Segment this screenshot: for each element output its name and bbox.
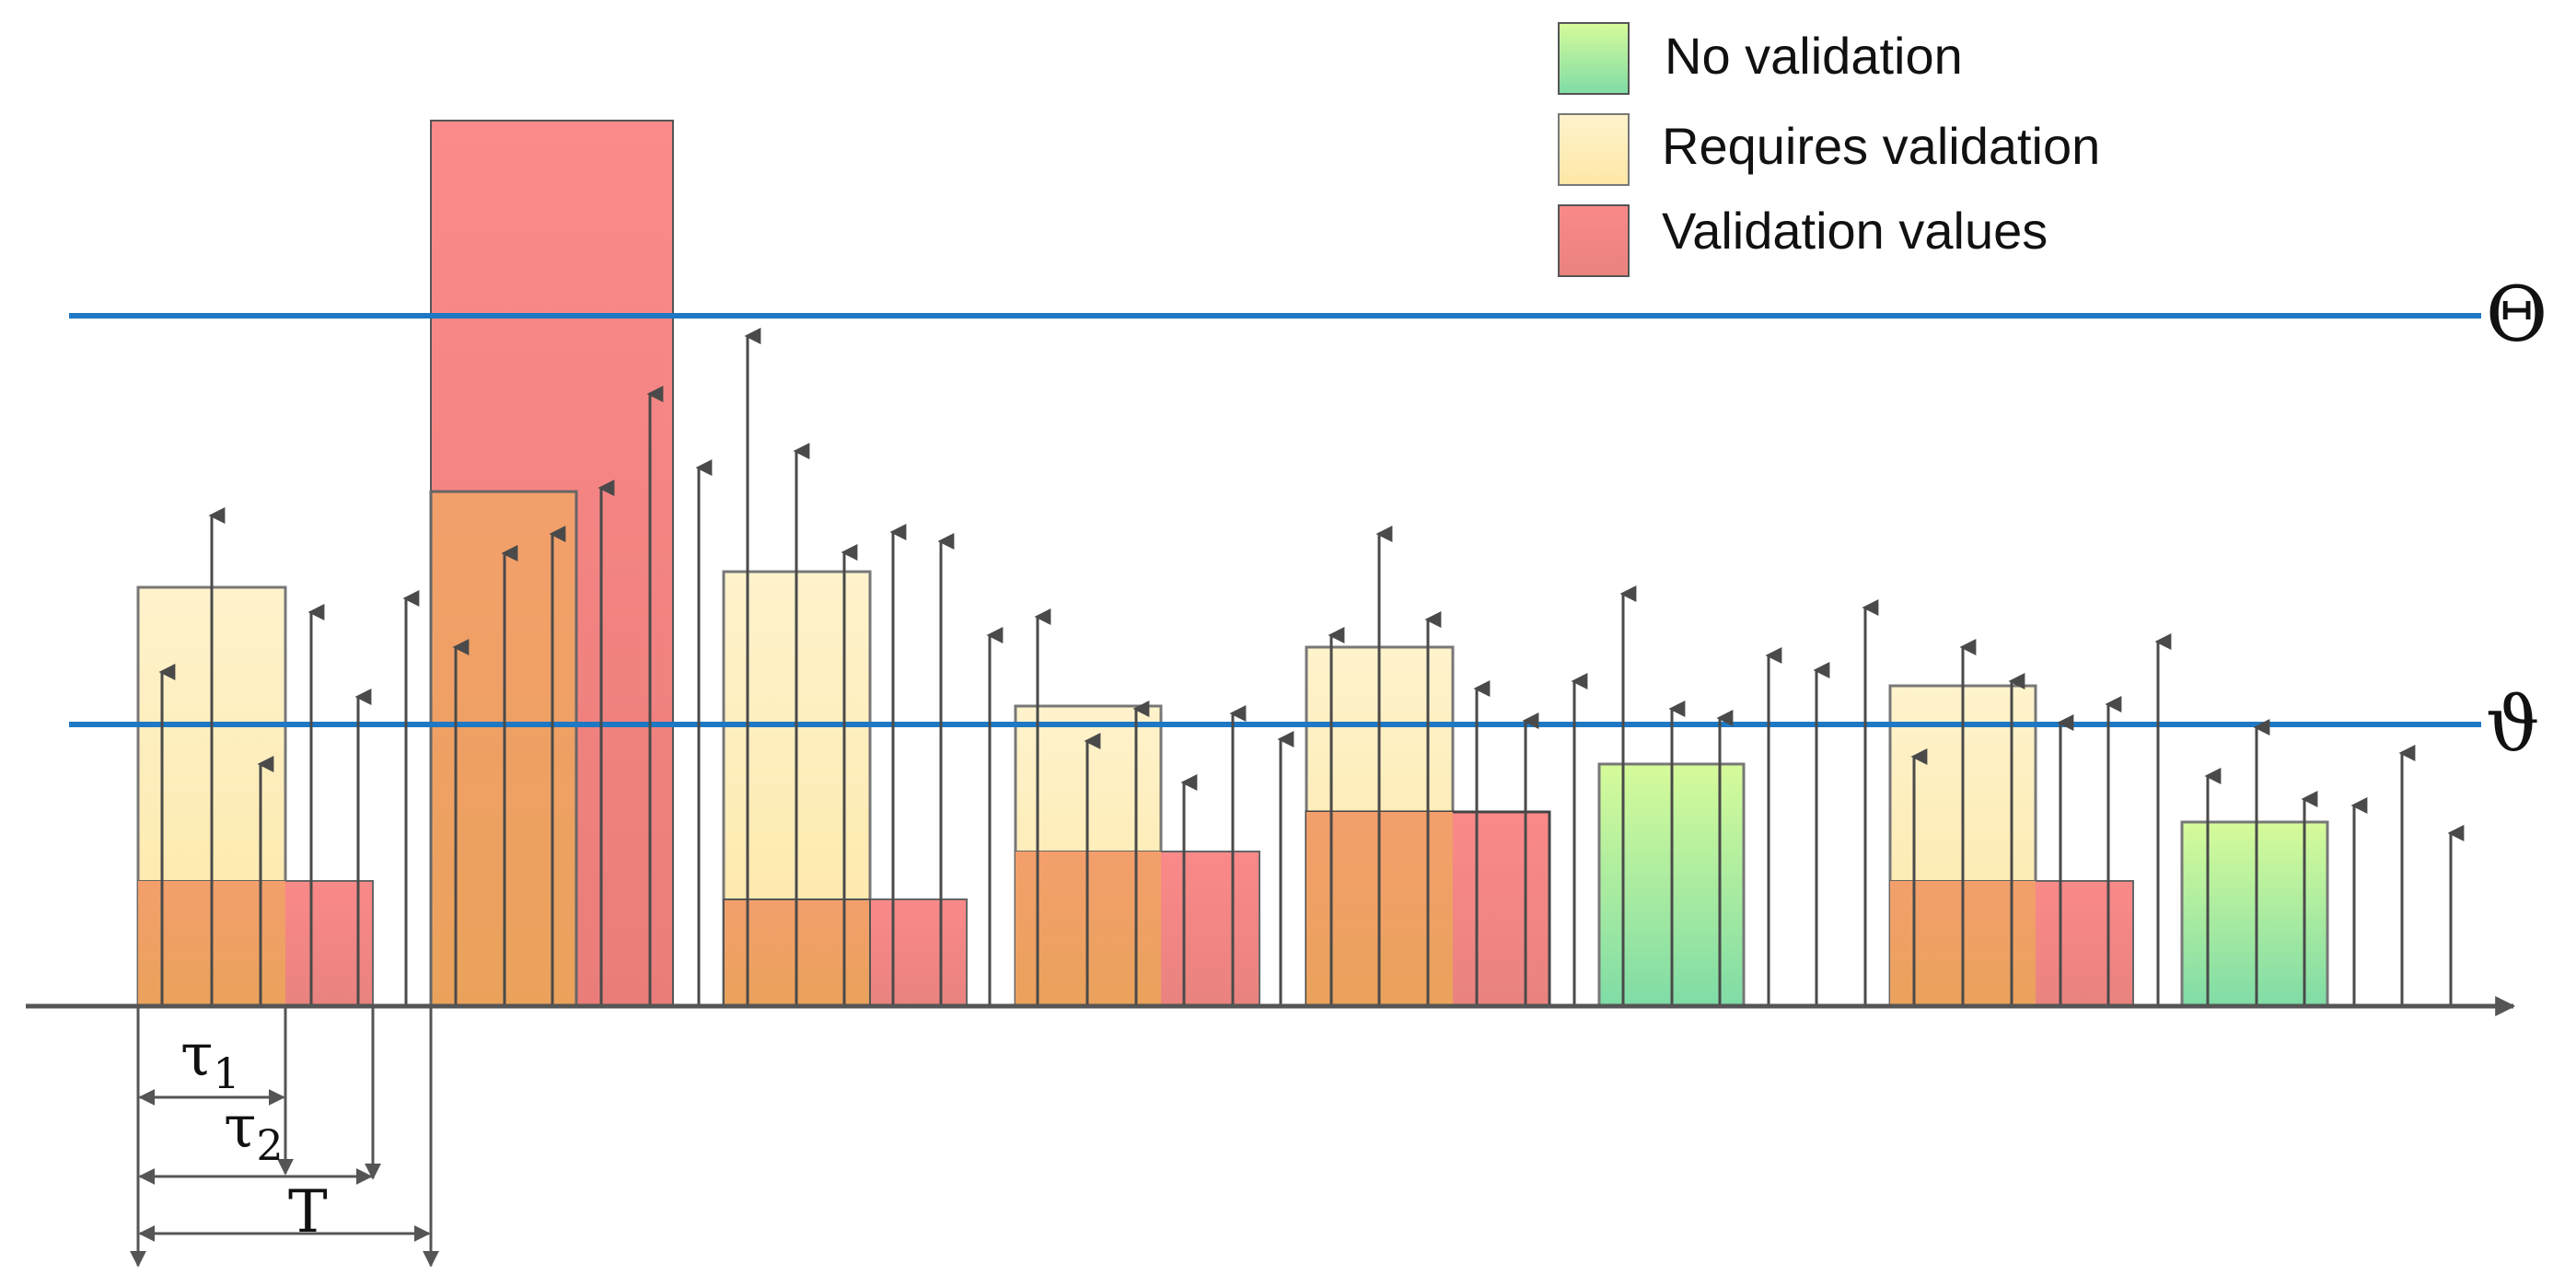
legend: No validation Requires validation Valida…: [1558, 22, 2100, 277]
tau2-label: τ2: [224, 1094, 284, 1170]
legend-swatch-requires-validation: [1558, 113, 1630, 186]
threshold-upper-label: Θ: [2486, 272, 2547, 359]
period-label: T: [288, 1178, 328, 1246]
threshold-lower-label: ϑ: [2486, 681, 2540, 769]
legend-swatch-validation-values: [1558, 204, 1630, 277]
measurement-arrows: [158, 328, 2465, 1006]
legend-label-requires-validation: Requires validation: [1662, 117, 2100, 175]
thresholds: Θ ϑ: [69, 272, 2547, 769]
interval-annotations: τ1 τ2 T: [130, 1006, 439, 1268]
legend-label-no-validation: No validation: [1665, 27, 1963, 85]
legend-label-validation-values: Validation values: [1662, 202, 2048, 260]
legend-swatch-no-validation: [1558, 22, 1630, 95]
tau1-label: τ1: [180, 1022, 240, 1098]
